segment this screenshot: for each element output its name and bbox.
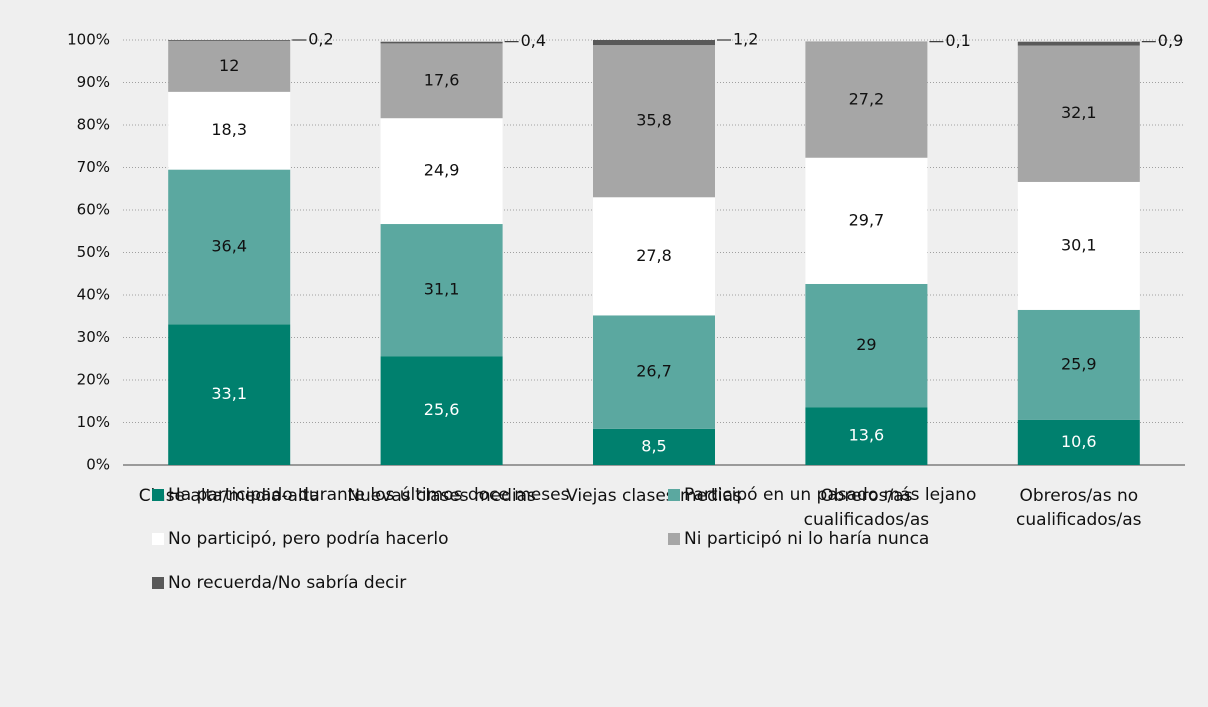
legend-item: No participó, pero podría hacerlo [152, 529, 448, 549]
value-label: 30,1 [1061, 235, 1097, 254]
x-tick-label: Obreros/as no cualificados/as [1016, 486, 1142, 530]
value-label: 0,2 [308, 30, 333, 49]
value-label: 25,9 [1061, 354, 1097, 373]
bar-segment [1017, 41, 1140, 46]
bar-segment [593, 45, 715, 198]
value-label: 1,2 [733, 30, 758, 49]
bar-segment [168, 169, 291, 325]
legend-swatch [152, 533, 164, 545]
y-tick-label: 50% [77, 243, 110, 261]
bar-segment [805, 407, 928, 465]
y-tick-label: 10% [77, 413, 110, 431]
bar-segment [1017, 419, 1140, 465]
y-tick-label: 20% [77, 371, 110, 389]
bar-segment [593, 40, 715, 46]
value-label: 31,1 [424, 280, 460, 299]
bar-segment [168, 40, 291, 92]
value-label: 27,8 [636, 246, 672, 265]
x-tick-label: Viejas clases medias [566, 486, 742, 506]
value-label: 33,1 [211, 384, 247, 403]
bar-segment [168, 40, 291, 41]
bar-segment [380, 224, 503, 357]
legend-item: No recuerda/No sabría decir [152, 573, 406, 593]
value-label: 13,6 [849, 426, 885, 445]
legend-label: No participó, pero podría hacerlo [168, 529, 449, 549]
y-tick-label: 80% [77, 116, 110, 134]
value-label: 29 [856, 335, 876, 354]
x-tick-label: Clase alta/media-alta [138, 486, 320, 506]
value-label: 36,4 [211, 236, 247, 255]
value-label: 0,1 [945, 31, 970, 50]
value-label: 32,1 [1061, 103, 1097, 122]
y-tick-label: 30% [77, 328, 110, 346]
bar-segment [380, 43, 503, 119]
bar-segment [805, 283, 928, 408]
value-label: 26,7 [636, 362, 672, 381]
legend-swatch [668, 533, 680, 545]
x-tick-label: Obreros/as cualificados/as [803, 486, 930, 530]
legend-label: No recuerda/No sabría decir [168, 573, 407, 593]
bar-segment [380, 356, 503, 465]
legend-item: Ha participado durante los últimos doce … [152, 485, 569, 505]
value-label: 24,9 [424, 161, 460, 180]
bar-segment [1017, 309, 1140, 420]
bar-segment [593, 315, 715, 429]
x-tick-label: Nuevas clases medias [347, 486, 536, 506]
value-label: 10,6 [1061, 432, 1097, 451]
value-label: 27,2 [849, 89, 885, 108]
legend-item: Ni participó ni lo haría nunca [668, 529, 929, 549]
value-label: 8,5 [641, 436, 666, 455]
bar-segment [805, 42, 928, 158]
y-tick-label: 70% [77, 158, 110, 176]
bar-segment [1017, 181, 1140, 310]
legend-item: Participó en un pasado más lejano [668, 485, 976, 505]
legend-swatch [668, 489, 680, 501]
value-label: 35,8 [636, 111, 672, 130]
bar-segment [1017, 45, 1140, 182]
value-label: 12 [219, 56, 239, 75]
y-tick-label: 100% [67, 31, 110, 49]
bar-segment [380, 118, 503, 225]
y-tick-label: 40% [77, 286, 110, 304]
value-label: 17,6 [424, 70, 460, 89]
value-label: 0,9 [1158, 31, 1183, 50]
legend-label: Ha participado durante los últimos doce … [168, 485, 570, 505]
y-tick-label: 60% [77, 201, 110, 219]
legend-swatch [152, 577, 164, 589]
bar-segment [168, 91, 291, 170]
value-label: 29,7 [849, 210, 885, 229]
bar-segment [168, 324, 291, 465]
legend-label: Ni participó ni lo haría nunca [684, 529, 930, 549]
y-tick-label: 90% [77, 73, 110, 91]
value-label: 18,3 [211, 120, 247, 139]
y-tick-label: 0% [86, 456, 110, 474]
bar-segment [593, 428, 715, 465]
value-label: 0,4 [521, 31, 546, 50]
bar-segment [805, 157, 928, 284]
bar-segment [380, 41, 503, 44]
value-label: 25,6 [424, 400, 460, 419]
legend-label: Participó en un pasado más lejano [684, 485, 977, 505]
bar-segment [593, 197, 715, 316]
legend-swatch [152, 489, 164, 501]
